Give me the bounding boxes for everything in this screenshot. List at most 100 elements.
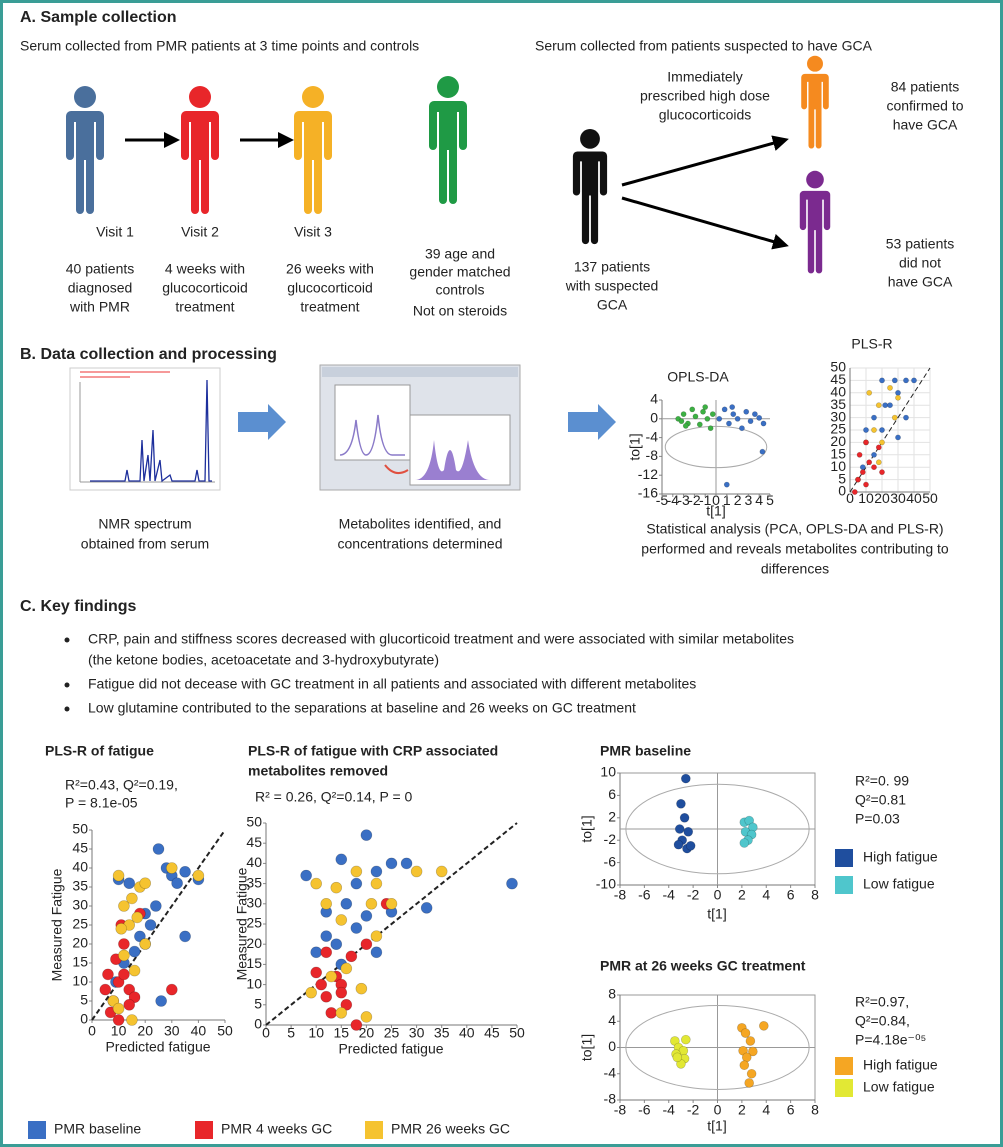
y-tick-label: 50 — [72, 821, 88, 837]
data-point — [892, 378, 897, 383]
visit-description: diagnosed — [68, 280, 133, 296]
data-point — [863, 440, 868, 445]
x-tick-label: -4 — [663, 887, 676, 903]
data-point — [436, 866, 447, 877]
heading: Serum collected from patients suspected … — [535, 38, 873, 54]
data-point — [686, 841, 695, 850]
group-description: did not — [899, 255, 941, 271]
data-point — [675, 825, 684, 834]
bullet — [65, 638, 70, 643]
data-point — [726, 421, 731, 426]
y-tick-label: 8 — [608, 986, 616, 1002]
arrow — [622, 140, 785, 185]
data-point — [879, 440, 884, 445]
data-point — [730, 404, 735, 409]
person-icon — [573, 129, 607, 244]
data-point — [879, 378, 884, 383]
chart-title: PLS-R of fatigue with CRP associated — [248, 743, 498, 759]
x-tick-label: 4 — [762, 887, 770, 903]
data-point — [722, 407, 727, 412]
arrow — [622, 198, 785, 245]
data-point — [879, 470, 884, 475]
data-point — [748, 419, 753, 424]
data-point — [326, 971, 337, 982]
data-point — [739, 426, 744, 431]
data-point — [892, 415, 897, 420]
group-description: have GCA — [888, 274, 953, 290]
data-point — [386, 898, 397, 909]
data-point — [306, 987, 317, 998]
data-point — [321, 931, 332, 942]
y-axis-label: Measured Fatigue — [49, 868, 65, 981]
data-point — [700, 409, 705, 414]
group-description: GCA — [597, 297, 628, 313]
data-point — [740, 1061, 749, 1070]
chart-stats: R²=0.97, — [855, 994, 909, 1010]
x-axis-label: t[1] — [707, 1118, 726, 1134]
controls-description: controls — [435, 282, 484, 298]
legend-swatch — [195, 1121, 213, 1139]
y-tick-label: -4 — [604, 1064, 617, 1080]
y-tick-label: 45 — [246, 834, 262, 850]
data-point — [140, 878, 151, 889]
data-point — [100, 984, 111, 995]
data-point — [156, 996, 167, 1007]
data-point — [863, 427, 868, 432]
y-tick-label: 10 — [72, 973, 88, 989]
legend-swatch — [835, 849, 853, 867]
data-point — [366, 898, 377, 909]
person-icon — [294, 86, 332, 214]
step-caption: performed and reveals metabolites contri… — [641, 541, 949, 557]
data-point — [126, 1015, 137, 1026]
data-point — [386, 858, 397, 869]
data-point — [341, 963, 352, 974]
y-tick-label: 25 — [72, 916, 88, 932]
data-point — [180, 866, 191, 877]
data-point — [129, 946, 140, 957]
section-title: A. Sample collection — [20, 9, 176, 26]
data-point — [857, 452, 862, 457]
legend-label: High fatigue — [863, 849, 938, 865]
data-point — [883, 403, 888, 408]
legend-label: High fatigue — [863, 1057, 938, 1073]
x-tick-label: -2 — [687, 887, 700, 903]
person-icon — [801, 56, 829, 149]
data-point — [132, 912, 143, 923]
visit-description: 26 weeks with — [286, 261, 374, 277]
data-point — [683, 423, 688, 428]
data-point — [129, 965, 140, 976]
x-tick-label: 0 — [88, 1022, 96, 1038]
data-point — [311, 878, 322, 889]
data-point — [903, 415, 908, 420]
group-description: 137 patients — [574, 259, 650, 275]
data-point — [118, 939, 129, 950]
x-tick-label: -8 — [614, 1102, 627, 1118]
data-point — [887, 385, 892, 390]
data-point — [336, 914, 347, 925]
section-title: B. Data collection and processing — [20, 346, 277, 363]
x-tick-label: -8 — [614, 887, 627, 903]
data-point — [911, 378, 916, 383]
person-icon — [66, 86, 104, 214]
data-point — [336, 854, 347, 865]
legend-label: PMR 4 weeks GC — [221, 1121, 332, 1137]
data-point — [401, 858, 412, 869]
data-point — [113, 1015, 124, 1026]
legend-swatch — [365, 1121, 383, 1139]
chart-stats: R²=0. 99 — [855, 773, 909, 789]
visit-description: glucocorticoid — [287, 280, 373, 296]
data-point — [744, 409, 749, 414]
x-tick-label: 8 — [811, 887, 819, 903]
group-description: have GCA — [893, 117, 958, 133]
legend-label: PMR baseline — [54, 1121, 141, 1137]
controls-note: Not on steroids — [413, 303, 507, 319]
legend-label: Low fatigue — [863, 1079, 935, 1095]
data-point — [680, 813, 689, 822]
x-axis-label: t[1] — [707, 906, 726, 922]
data-point — [876, 403, 881, 408]
step-caption: NMR spectrum — [98, 516, 191, 532]
data-point — [741, 1029, 750, 1038]
step-caption: Metabolites identified, and — [339, 516, 502, 532]
y-tick-label: 35 — [72, 878, 88, 894]
data-point — [193, 870, 204, 881]
